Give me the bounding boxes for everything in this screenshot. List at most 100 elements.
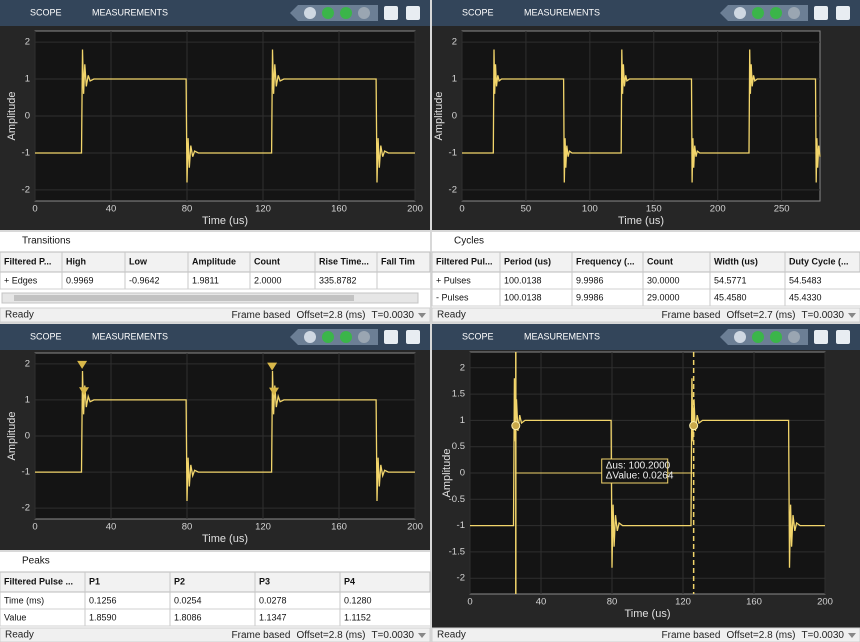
status-info: Frame based Offset=2.8 (ms) T=0.0030: [232, 630, 415, 641]
table-cell: 54.5483: [789, 275, 822, 285]
run-button[interactable]: [322, 7, 334, 19]
table-cell: + Edges: [4, 275, 38, 285]
table-cell: 30.0000: [647, 275, 680, 285]
tab[interactable]: MEASUREMENTS: [524, 331, 600, 341]
column-header: Filtered Pulse ...: [4, 576, 73, 586]
table-cell: 9.9986: [576, 292, 604, 302]
x-tick-label: 200: [407, 522, 423, 533]
x-tick-label: 40: [536, 597, 547, 608]
status-menu[interactable]: [418, 313, 426, 318]
run-button[interactable]: [752, 331, 764, 343]
y-tick-label: 1: [25, 394, 30, 405]
x-tick-label: 0: [459, 204, 464, 215]
stop-button[interactable]: [358, 7, 370, 19]
status-mode: Frame based: [232, 630, 291, 641]
snapshot-button[interactable]: [304, 331, 316, 343]
column-header: Count: [254, 256, 280, 266]
table-cell: Value: [4, 612, 26, 622]
column-header: P2: [174, 576, 185, 586]
status-state: Ready: [437, 310, 466, 321]
step-button[interactable]: [770, 331, 782, 343]
column-header: Frequency (...: [576, 256, 635, 266]
table-cell: 1.8086: [174, 612, 202, 622]
tab[interactable]: MEASUREMENTS: [92, 7, 168, 17]
stop-button[interactable]: [788, 7, 800, 19]
run-button[interactable]: [322, 331, 334, 343]
table-title: Cycles: [454, 236, 484, 247]
peak-marker: [77, 360, 88, 369]
snapshot-button[interactable]: [734, 331, 746, 343]
x-axis-label: Time (us): [624, 608, 670, 620]
help-button[interactable]: [384, 6, 398, 20]
stop-button[interactable]: [788, 331, 800, 343]
x-tick-label: 200: [710, 204, 726, 215]
status-offset: Offset=2.8 (ms): [296, 310, 365, 321]
column-header: Count: [647, 256, 673, 266]
status-offset: Offset=2.8 (ms): [296, 630, 365, 641]
tab[interactable]: SCOPE: [30, 7, 62, 17]
x-tick-label: 120: [255, 204, 271, 215]
help-button[interactable]: [814, 6, 828, 20]
cursor-point: [511, 421, 521, 431]
snapshot-button[interactable]: [734, 7, 746, 19]
tab[interactable]: SCOPE: [30, 331, 62, 341]
tab[interactable]: MEASUREMENTS: [92, 331, 168, 341]
tab[interactable]: SCOPE: [462, 331, 494, 341]
table-cell: 100.0138: [504, 292, 542, 302]
annotation-box: [601, 458, 669, 484]
table-cell: 1.8590: [89, 612, 117, 622]
y-tick-label: -1: [22, 147, 30, 158]
y-tick-label: 0: [460, 468, 465, 479]
step-button[interactable]: [770, 7, 782, 19]
help-button[interactable]: [814, 330, 828, 344]
table-cell: 100.0138: [504, 275, 542, 285]
tab[interactable]: MEASUREMENTS: [524, 7, 600, 17]
column-header: Filtered P...: [4, 256, 51, 266]
column-header: Width (us): [714, 256, 758, 266]
x-tick-label: 120: [255, 522, 271, 533]
table-cell: 45.4580: [714, 292, 747, 302]
column-header: Filtered Pul...: [436, 256, 493, 266]
cursor-point: [689, 421, 699, 431]
status-menu[interactable]: [848, 313, 856, 318]
undock-button[interactable]: [836, 330, 850, 344]
y-tick-label: 2: [25, 37, 30, 48]
x-axis-label: Time (us): [202, 533, 248, 545]
table-header: [0, 251, 431, 273]
run-button[interactable]: [752, 7, 764, 19]
x-tick-label: 0: [32, 522, 37, 533]
step-button[interactable]: [340, 7, 352, 19]
x-tick-label: 160: [331, 204, 347, 215]
column-header: High: [66, 256, 86, 266]
scrollbar-thumb[interactable]: [14, 295, 354, 301]
undock-button[interactable]: [406, 330, 420, 344]
column-header: Period (us): [504, 256, 551, 266]
column-header: P1: [89, 576, 100, 586]
status-bar: [431, 627, 860, 642]
y-tick-label: 2: [460, 362, 465, 373]
status-info: Frame based Offset=2.8 (ms) T=0.0030: [662, 630, 845, 641]
snapshot-button[interactable]: [304, 7, 316, 19]
y-tick-label: 2: [452, 37, 457, 48]
annotation-text: Δus: 100.2000: [606, 461, 671, 472]
y-tick-label: 2: [25, 358, 30, 369]
undock-button[interactable]: [836, 6, 850, 20]
table-title: Transitions: [22, 236, 71, 247]
status-bar: [0, 307, 431, 323]
stop-button[interactable]: [358, 331, 370, 343]
x-axis-label: Time (us): [202, 215, 248, 227]
step-button[interactable]: [340, 331, 352, 343]
x-tick-label: 160: [331, 522, 347, 533]
undock-button[interactable]: [406, 6, 420, 20]
status-menu[interactable]: [418, 633, 426, 638]
x-tick-label: 80: [182, 522, 193, 533]
table-cell: 0.0254: [174, 595, 202, 605]
table-cell: 29.0000: [647, 292, 680, 302]
help-button[interactable]: [384, 330, 398, 344]
x-tick-label: 0: [32, 204, 37, 215]
x-tick-label: 40: [106, 522, 117, 533]
tab[interactable]: SCOPE: [462, 7, 494, 17]
status-menu[interactable]: [848, 633, 856, 638]
y-tick-label: 0: [25, 431, 30, 442]
y-axis-label: Amplitude: [6, 412, 18, 461]
